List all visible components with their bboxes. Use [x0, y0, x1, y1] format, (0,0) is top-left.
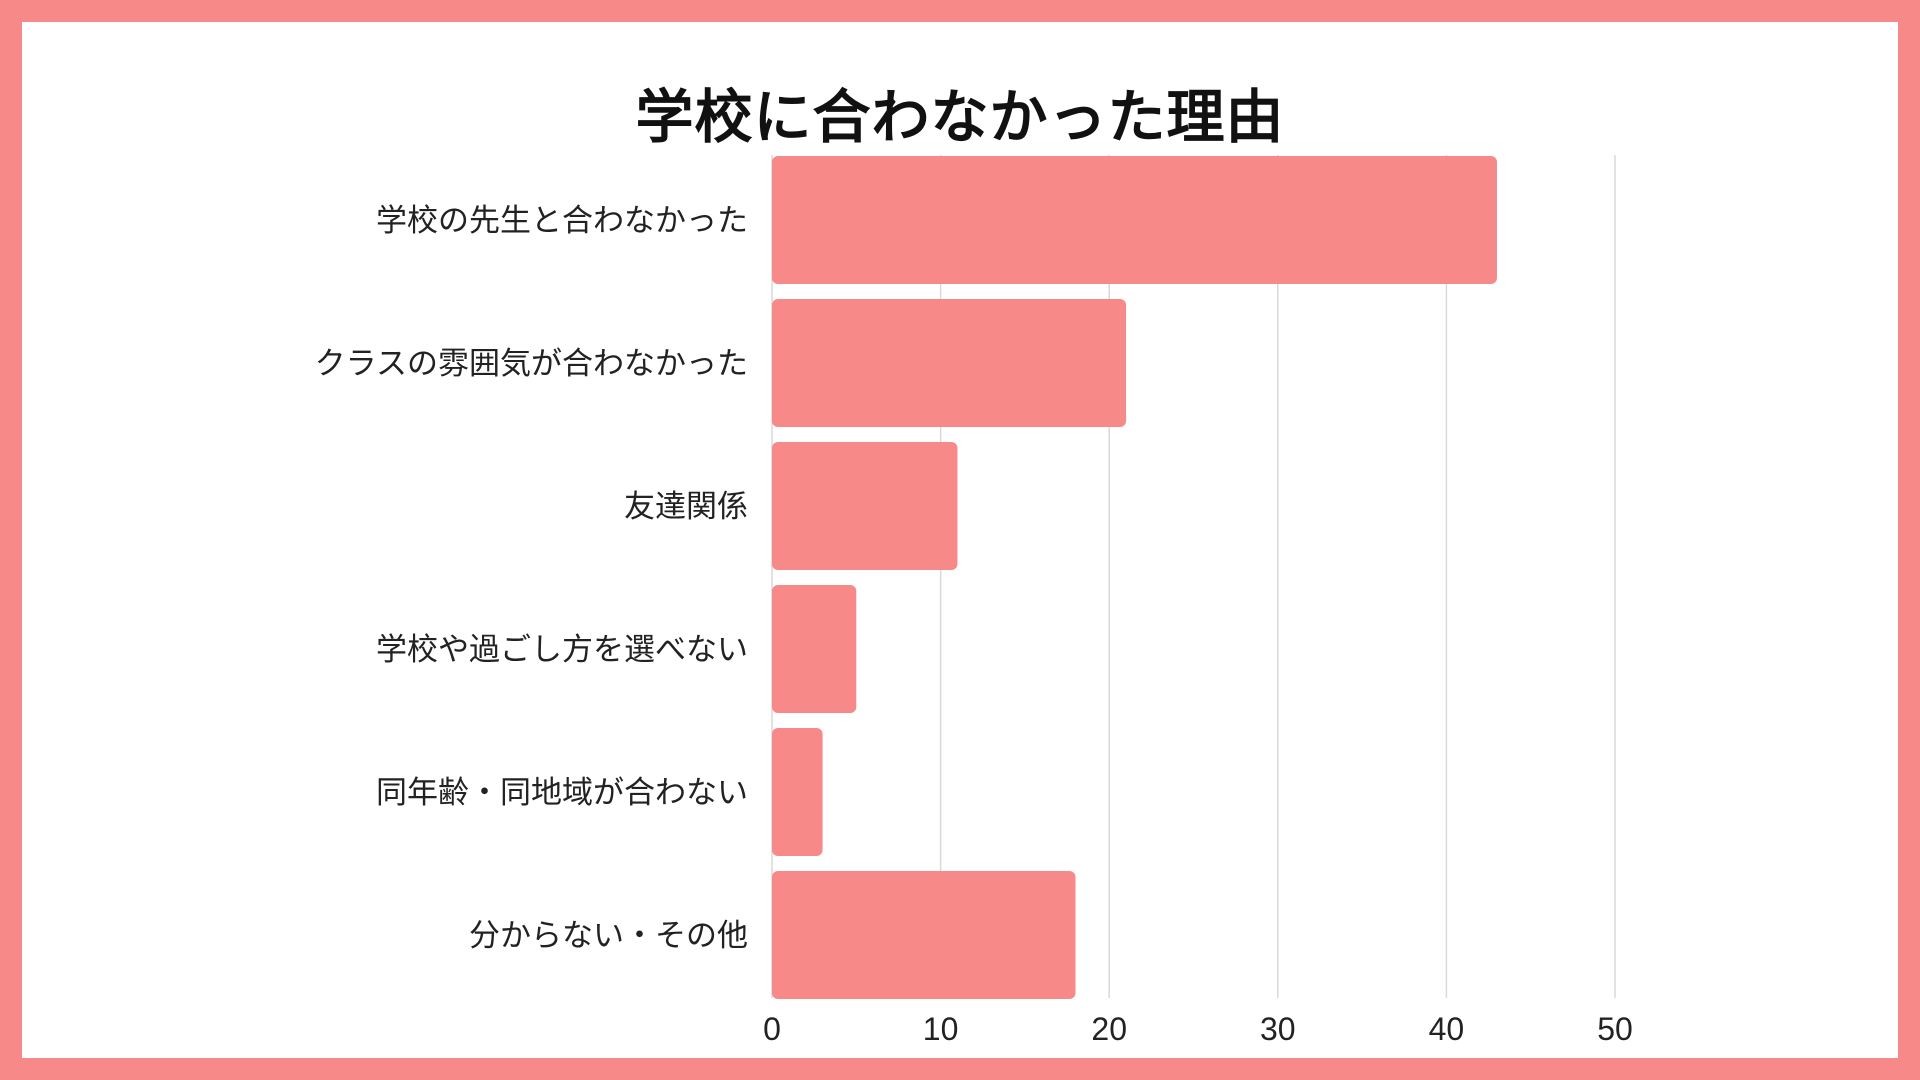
x-tick-label-50: 50 [1597, 1011, 1633, 1047]
x-tick-label-20: 20 [1091, 1011, 1127, 1047]
x-tick-label-30: 30 [1260, 1011, 1296, 1047]
category-label-1: クラスの雰囲気が合わなかった [315, 346, 748, 382]
bar-0 [772, 156, 1497, 284]
category-label-2: 友達関係 [624, 489, 748, 525]
bar-layer [772, 156, 1497, 999]
bar-1 [772, 299, 1127, 427]
bar-5 [772, 871, 1076, 999]
chart-title: 学校に合わなかった理由 [635, 83, 1285, 151]
category-label-layer: 学校の先生と合わなかったクラスの雰囲気が合わなかった友達関係学校や過ごし方を選べ… [315, 203, 748, 954]
bar-3 [772, 585, 857, 713]
x-tick-label-10: 10 [923, 1011, 959, 1047]
tick-label-layer: 0 10 20 30 40 50 [763, 1011, 1633, 1047]
category-label-5: 分からない・その他 [469, 918, 748, 954]
category-label-4: 同年齢・同地域が合わない [376, 775, 748, 811]
category-label-0: 学校の先生と合わなかった [376, 203, 748, 239]
x-tick-label-40: 40 [1429, 1011, 1465, 1047]
bar-4 [772, 728, 823, 856]
grid-layer [771, 155, 1616, 998]
category-label-3: 学校や過ごし方を選べない [376, 632, 748, 668]
bar-2 [772, 442, 958, 570]
x-tick-label-0: 0 [763, 1011, 781, 1047]
